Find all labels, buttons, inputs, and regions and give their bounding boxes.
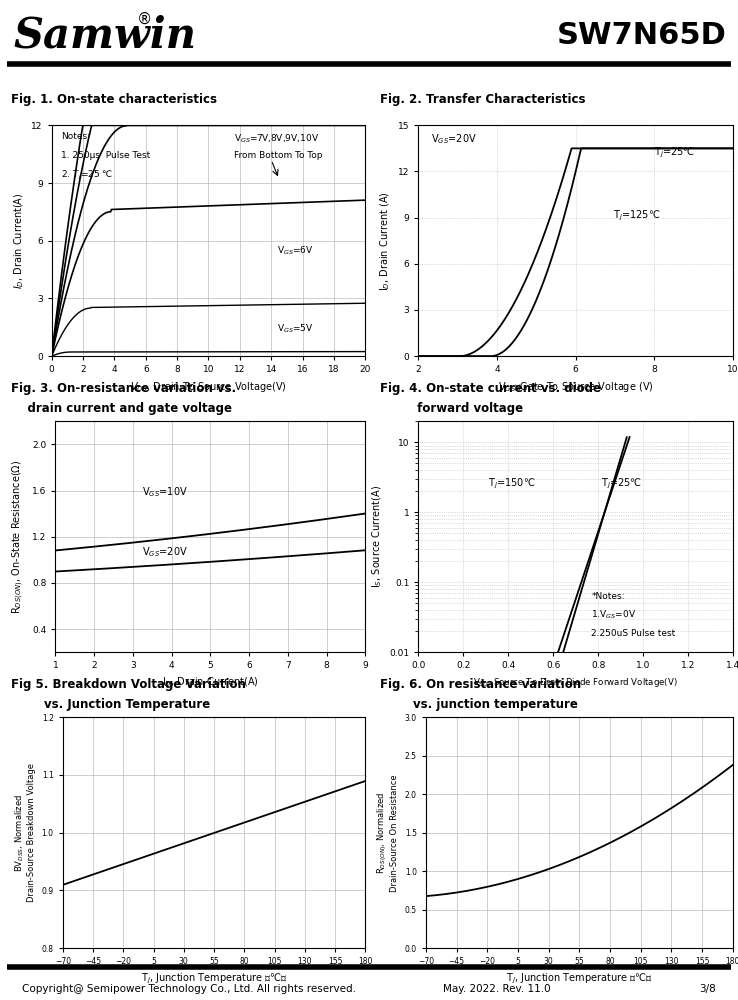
X-axis label: $V_{DS}$, Drain To Source Voltage(V): $V_{DS}$, Drain To Source Voltage(V) — [130, 380, 287, 394]
Text: Fig. 1. On-state characteristics: Fig. 1. On-state characteristics — [11, 93, 217, 106]
X-axis label: T$_j$, Junction Temperature （℃）: T$_j$, Junction Temperature （℃） — [141, 972, 287, 986]
Text: Fig. 2. Transfer Characteristics: Fig. 2. Transfer Characteristics — [380, 93, 585, 106]
Text: V$_{GS}$=20V: V$_{GS}$=20V — [142, 545, 188, 559]
X-axis label: I$_D$, Drain Current(A): I$_D$, Drain Current(A) — [162, 676, 258, 689]
Text: Notes:: Notes: — [61, 132, 90, 141]
Text: May. 2022. Rev. 11.0: May. 2022. Rev. 11.0 — [443, 984, 551, 994]
Y-axis label: R$_{DS(ON)}$, On-State Resistance(Ω): R$_{DS(ON)}$, On-State Resistance(Ω) — [11, 460, 27, 614]
Text: V$_{GS}$=10V: V$_{GS}$=10V — [142, 485, 188, 499]
Text: vs. junction temperature: vs. junction temperature — [380, 698, 578, 711]
Text: T$_j$=125℃: T$_j$=125℃ — [613, 208, 661, 223]
Text: 1.V$_{GS}$=0V: 1.V$_{GS}$=0V — [591, 609, 637, 621]
Text: Samwin: Samwin — [13, 14, 196, 56]
Y-axis label: I$_S$, Source Current(A): I$_S$, Source Current(A) — [370, 485, 384, 588]
X-axis label: V$_{SD}$, Source To Drain Diode Forward Voltage(V): V$_{SD}$, Source To Drain Diode Forward … — [473, 676, 678, 689]
Text: ®: ® — [137, 12, 152, 27]
Text: V$_{GS}$=7V,8V,9V,10V: V$_{GS}$=7V,8V,9V,10V — [233, 132, 319, 145]
Text: *Notes:: *Notes: — [591, 592, 625, 601]
Text: forward voltage: forward voltage — [380, 402, 523, 415]
X-axis label: V$_{GS}$，Gate To Source Voltage (V): V$_{GS}$，Gate To Source Voltage (V) — [498, 380, 653, 394]
Text: Fig. 3. On-resistance variation vs.: Fig. 3. On-resistance variation vs. — [11, 382, 236, 395]
Text: vs. Junction Temperature: vs. Junction Temperature — [11, 698, 210, 711]
Text: T$_j$=150℃: T$_j$=150℃ — [488, 476, 535, 491]
Text: Fig. 6. On resistance variation: Fig. 6. On resistance variation — [380, 678, 582, 691]
Text: V$_{GS}$=5V: V$_{GS}$=5V — [277, 322, 314, 335]
Text: From Bottom To Top: From Bottom To Top — [233, 151, 322, 160]
Text: 1. 250μs  Pulse Test: 1. 250μs Pulse Test — [61, 151, 151, 160]
Y-axis label: $I_D$, Drain Current(A): $I_D$, Drain Current(A) — [12, 192, 26, 289]
Text: drain current and gate voltage: drain current and gate voltage — [11, 402, 232, 415]
Text: 2.250uS Pulse test: 2.250uS Pulse test — [591, 629, 675, 638]
Text: Copyright@ Semipower Technology Co., Ltd. All rights reserved.: Copyright@ Semipower Technology Co., Ltd… — [22, 984, 356, 994]
Text: SW7N65D: SW7N65D — [557, 21, 727, 50]
Text: T$_j$=25℃: T$_j$=25℃ — [601, 476, 642, 491]
X-axis label: T$_j$, Junction Temperature （℃）: T$_j$, Junction Temperature （℃） — [506, 972, 652, 986]
Y-axis label: R$_{DS(ON)}$, Normalized
Drain-Source On Resistance: R$_{DS(ON)}$, Normalized Drain-Source On… — [375, 774, 399, 892]
Text: V$_{GS}$=20V: V$_{GS}$=20V — [431, 132, 477, 146]
Text: 3/8: 3/8 — [699, 984, 716, 994]
Y-axis label: BV$_{DSS}$, Normalized
Drain-Source Breakdown Voltage: BV$_{DSS}$, Normalized Drain-Source Brea… — [13, 763, 36, 902]
Text: Fig. 4. On-state current vs. diode: Fig. 4. On-state current vs. diode — [380, 382, 601, 395]
Text: Fig 5. Breakdown Voltage Variation: Fig 5. Breakdown Voltage Variation — [11, 678, 246, 691]
Y-axis label: I$_D$, Drain Current (A): I$_D$, Drain Current (A) — [379, 191, 393, 291]
Text: V$_{GS}$=6V: V$_{GS}$=6V — [277, 245, 314, 257]
Text: 2. T$_j$=25 ℃: 2. T$_j$=25 ℃ — [61, 169, 114, 182]
Text: T$_j$=25℃: T$_j$=25℃ — [654, 146, 695, 160]
